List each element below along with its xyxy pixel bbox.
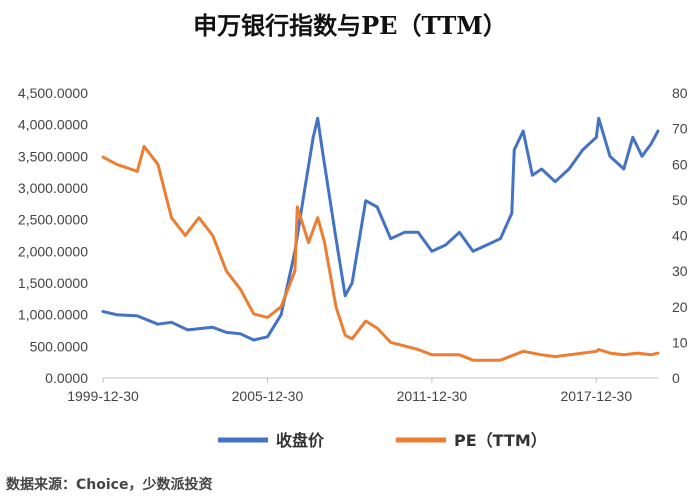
y-left-tick-label: 2,000.0000 [18,243,88,259]
series-line-close [101,116,660,342]
y-right-tick-label: 0 [672,370,680,386]
y-right-tick-label: 20 [672,299,688,315]
y-left-tick-label: 3,500.0000 [18,148,88,164]
y-left-tick-label: 500.0000 [30,338,89,354]
y-right-tick-label: 60 [672,156,688,172]
data-source-note: 数据来源：Choice，少数派投资 [6,477,213,493]
series-line-pe [101,144,660,362]
y-right-tick-label: 70 [672,121,688,137]
y-right-tick-label: 50 [672,192,688,208]
y-right-tick-label: 40 [672,228,688,244]
axes-layer: 1999-12-30 2005-12-30 2011-12-30 2017-12-30… [18,85,688,404]
y-left-tick-label: 4,500.0000 [18,85,88,101]
y-right-tick-label: 10 [672,334,688,350]
x-tick-label: 2005-12-30 [232,388,304,404]
x-tick-label: 1999-12-30 [67,388,139,404]
y-left-tick-label: 2,500.0000 [18,212,88,228]
y-left-tick-label: 4,000.0000 [18,117,88,133]
legend-label-pe: PE（TTM） [454,431,547,450]
x-tick-label: 2011-12-30 [397,388,468,404]
chart-title: 申万银行指数与PE（TTM） [193,11,507,40]
y-right-tick-label: 80 [672,85,688,101]
y-left-tick-label: 1,500.0000 [18,275,88,291]
legend: 收盘价 PE（TTM） [218,431,547,450]
legend-label-close: 收盘价 [276,431,325,450]
y-left-tick-label: 1,000.0000 [18,307,88,323]
y-right-tick-label: 30 [672,263,688,279]
series-layer [101,116,660,362]
y-left-tick-label: 3,000.0000 [18,180,88,196]
x-tick-label: 2017-12-30 [561,388,633,404]
y-left-tick-label: 0.0000 [45,370,88,386]
